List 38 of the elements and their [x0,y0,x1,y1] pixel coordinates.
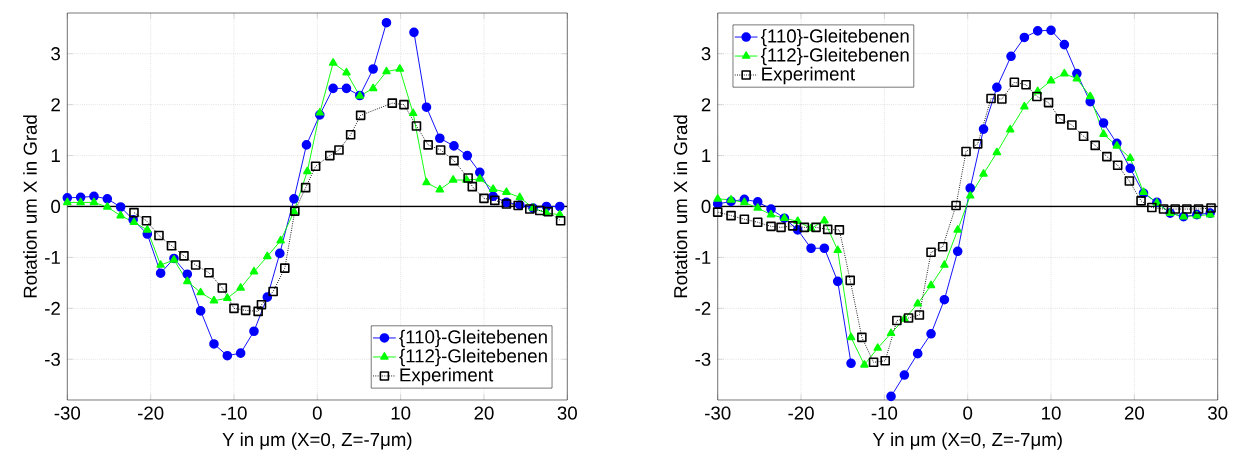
y-tick-label: -3 [45,352,60,366]
legend-label: {110}-Gleitebenen [399,329,547,348]
y-tick-label: -2 [695,301,711,315]
x-tick-label: 10 [1042,406,1061,420]
y-tick-label: -3 [695,352,711,366]
x-tick-label: -20 [788,406,814,420]
y-tick-label: 0 [701,199,711,214]
x-axis-title: Y in μm (X=0, Z=-7μm) [872,432,1062,450]
x-tick-label: -20 [137,406,164,420]
y-tick-label: 3 [51,47,60,61]
y-tick-label: 3 [701,47,711,61]
y-tick-label: 1 [702,149,711,162]
y-tick-label: -1 [45,251,60,264]
legend-label: Experiment [400,367,494,386]
legend-label: {112}-Gleitebenen [760,47,909,66]
x-tick-label: -30 [54,406,81,420]
x-tick-label: -30 [705,406,731,420]
x-tick-label: 20 [1124,406,1145,420]
x-tick-label: 30 [557,406,577,420]
x-tick-label: 20 [474,406,494,420]
legend-label: Experiment [762,66,855,85]
x-tick-label: -10 [221,406,247,420]
y-tick-label: 1 [51,149,60,162]
x-tick-label: 0 [312,406,322,420]
legend-label: {112}-Gleitebenen [399,348,547,367]
y-tick-label: 2 [701,98,711,112]
x-tick-label: 10 [391,406,411,420]
y-tick-label: -2 [45,301,60,315]
y-axis-title: Rotation um X in Grad [673,115,688,298]
y-tick-label: 2 [51,98,60,112]
x-axis-title: Y in μm (X=0, Z=-7μm) [222,432,412,450]
legend-label: {110}-Gleitebenen [760,28,909,47]
y-axis-title: Rotation um X in Grad [23,115,37,298]
y-tick-label: 0 [51,199,61,214]
x-tick-label: 30 [1208,406,1228,420]
x-tick-label: -10 [871,406,898,420]
y-tick-label: -1 [695,251,711,264]
x-tick-label: 0 [963,406,973,420]
